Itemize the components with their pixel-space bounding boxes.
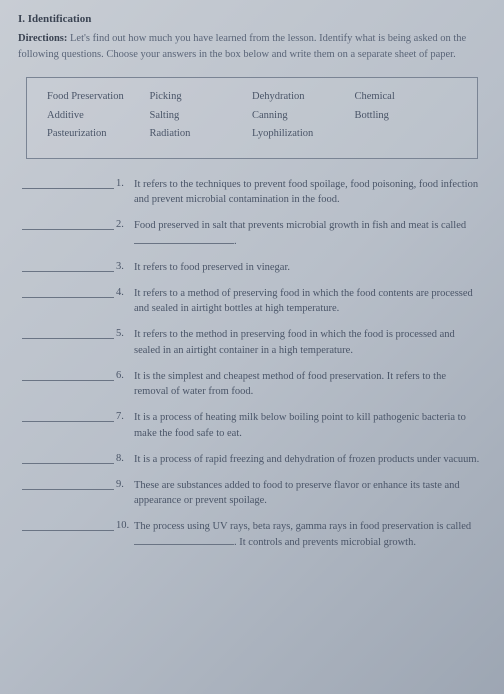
question-text: It refers to food preserved in vinegar. [134, 260, 486, 275]
question-text: It refers to a method of preserving food… [134, 286, 486, 316]
answer-cell: Pasteurization [47, 127, 150, 142]
answer-blank [22, 218, 114, 230]
answer-cell: Dehydration [252, 90, 355, 105]
question-number: 7. [116, 410, 134, 425]
answer-row: AdditiveSaltingCanningBottling [47, 109, 457, 124]
question-text-main: Food preserved in salt that prevents mic… [134, 220, 466, 231]
inline-blank [134, 234, 234, 244]
question-text-main: It refers to the techniques to prevent f… [134, 179, 478, 205]
question-text: These are substances added to food to pr… [134, 478, 486, 508]
question-text: The process using UV rays, beta rays, ga… [134, 519, 486, 549]
question-number: 9. [116, 478, 134, 493]
question-item: 10.The process using UV rays, beta rays,… [22, 519, 486, 549]
question-number: 8. [116, 452, 134, 467]
answer-blank [22, 177, 114, 189]
question-item: 4.It refers to a method of preserving fo… [22, 286, 486, 316]
question-text-main: It refers to food preserved in vinegar. [134, 262, 290, 273]
answer-blank [22, 286, 114, 298]
question-number: 2. [116, 218, 134, 233]
answer-blank [22, 478, 114, 490]
question-text: Food preserved in salt that prevents mic… [134, 218, 486, 248]
header-section: I. Identification Directions: Let's find… [18, 12, 486, 63]
section-title: I. Identification [18, 12, 486, 27]
question-number: 10. [116, 519, 134, 534]
question-item: 5.It refers to the method in preserving … [22, 327, 486, 357]
question-text-after: . It controls and prevents microbial gro… [234, 537, 416, 548]
question-text-after: . [234, 236, 237, 247]
answer-blank [22, 519, 114, 531]
question-number: 5. [116, 327, 134, 342]
question-text-main: It refers to a method of preserving food… [134, 288, 473, 314]
answer-cell: Lyophilization [252, 127, 355, 142]
question-item: 7.It is a process of heating milk below … [22, 410, 486, 440]
answer-blank [22, 260, 114, 272]
question-item: 8.It is a process of rapid freezing and … [22, 452, 486, 467]
answer-box: Food PreservationPickingDehydrationChemi… [26, 77, 478, 159]
question-text: It is a process of heating milk below bo… [134, 410, 486, 440]
questions-list: 1.It refers to the techniques to prevent… [18, 177, 486, 550]
answer-row: PasteurizationRadiationLyophilization [47, 127, 457, 142]
question-text-main: It refers to the method in preserving fo… [134, 329, 455, 355]
answer-row: Food PreservationPickingDehydrationChemi… [47, 90, 457, 105]
directions: Directions: Let's find out how much you … [18, 31, 486, 63]
directions-label: Directions: [18, 33, 67, 44]
answer-cell: Salting [150, 109, 253, 124]
question-item: 3.It refers to food preserved in vinegar… [22, 260, 486, 275]
question-text: It refers to the method in preserving fo… [134, 327, 486, 357]
question-text-main: It is the simplest and cheapest method o… [134, 371, 446, 397]
question-text-main: The process using UV rays, beta rays, ga… [134, 521, 471, 532]
question-text: It is the simplest and cheapest method o… [134, 369, 486, 399]
directions-text: Let's find out how much you have learned… [18, 33, 466, 60]
answer-cell [355, 127, 458, 142]
answer-cell: Radiation [150, 127, 253, 142]
question-number: 1. [116, 177, 134, 192]
question-number: 3. [116, 260, 134, 275]
question-text-main: It is a process of rapid freezing and de… [134, 454, 479, 465]
question-text: It refers to the techniques to prevent f… [134, 177, 486, 207]
question-text: It is a process of rapid freezing and de… [134, 452, 486, 467]
answer-cell: Canning [252, 109, 355, 124]
answer-blank [22, 369, 114, 381]
inline-blank [134, 535, 234, 545]
answer-blank [22, 410, 114, 422]
question-item: 9.These are substances added to food to … [22, 478, 486, 508]
question-text-main: These are substances added to food to pr… [134, 480, 460, 506]
answer-blank [22, 327, 114, 339]
question-number: 6. [116, 369, 134, 384]
answer-cell: Picking [150, 90, 253, 105]
question-number: 4. [116, 286, 134, 301]
answer-cell: Additive [47, 109, 150, 124]
question-item: 1.It refers to the techniques to prevent… [22, 177, 486, 207]
question-item: 6.It is the simplest and cheapest method… [22, 369, 486, 399]
question-item: 2.Food preserved in salt that prevents m… [22, 218, 486, 248]
answer-cell: Food Preservation [47, 90, 150, 105]
answer-blank [22, 452, 114, 464]
answer-cell: Bottling [355, 109, 458, 124]
question-text-main: It is a process of heating milk below bo… [134, 412, 466, 438]
answer-cell: Chemical [355, 90, 458, 105]
